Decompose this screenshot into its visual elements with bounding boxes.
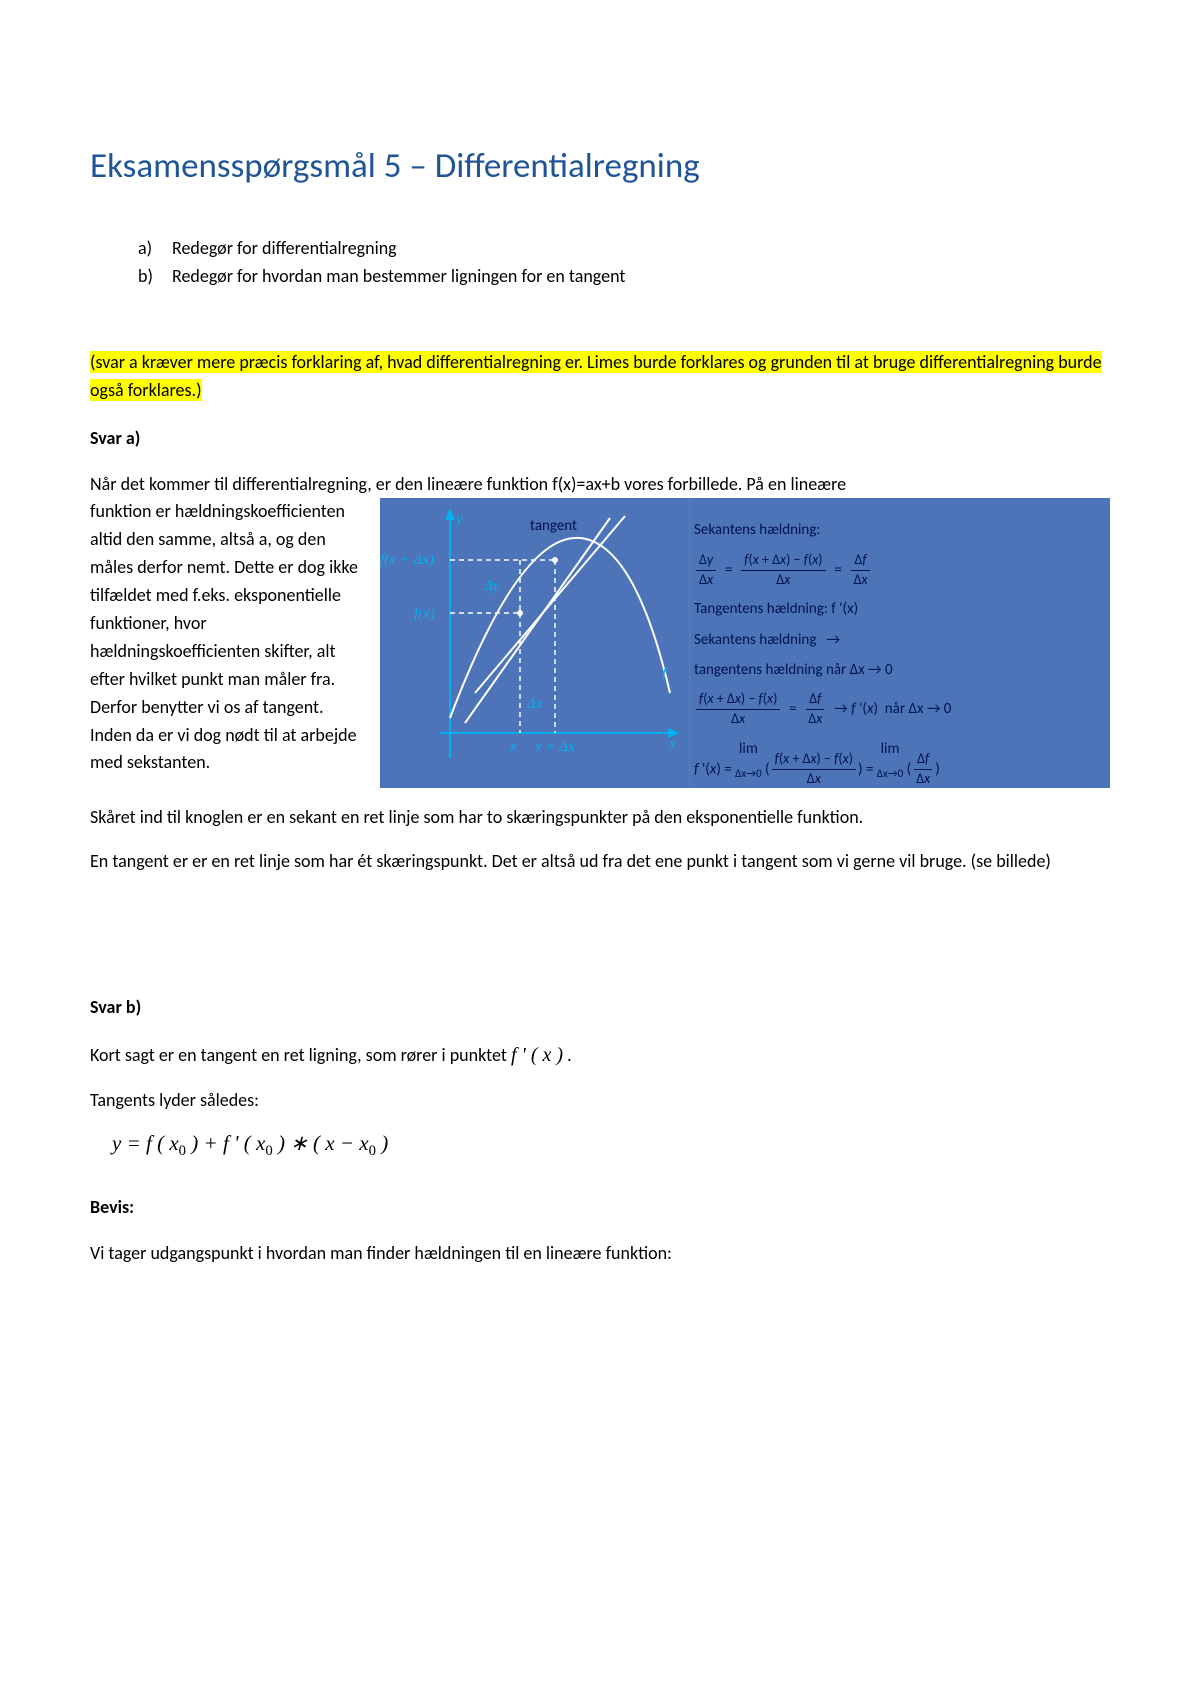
svar-b-p1: Kort sagt er en tangent en ret ligning, … — [90, 1040, 1110, 1071]
svar-b-p1-post: . — [567, 1044, 572, 1066]
svar-a-after-2: En tangent er er en ret linje som har ét… — [90, 848, 1110, 876]
question-b: b) Redegør for hvordan man bestemmer lig… — [138, 263, 1110, 291]
highlight-note: (svar a kræver mere præcis forklaring af… — [90, 349, 1110, 405]
question-b-text: Redegør for hvordan man bestemmer lignin… — [172, 263, 625, 291]
diagram-svg: y x f(x + Δx) f(x) Δy Δx x x + Δx f tang… — [380, 498, 690, 788]
label-x0: x — [509, 739, 517, 755]
svar-b-heading: Svar b) — [90, 996, 1110, 1018]
label-tangent: tangent — [530, 517, 577, 535]
svar-b-p2: Tangents lyder således: — [90, 1087, 1110, 1115]
rp-sec-to: Sekantens hældning → — [694, 630, 1100, 650]
question-list: a) Redegør for differentialregning b) Re… — [138, 235, 1110, 291]
rp-when: når Δx → 0 — [885, 700, 952, 718]
rp-sec-to-a: Sekantens hældning — [694, 631, 816, 649]
question-a-marker: a) — [138, 235, 172, 263]
svar-a-lead: Når det kommer til differentialregning, … — [90, 471, 1110, 499]
tangent-secant-diagram: y x f(x + Δx) f(x) Δy Δx x x + Δx f tang… — [380, 498, 1110, 788]
highlight-text: (svar a kræver mere præcis forklaring af… — [90, 351, 1102, 401]
rp-sec-to-b: tangentens hældning når Δx → 0 — [694, 660, 1100, 680]
rp-limit-2: f '(x) = limΔx→0 (f(x + Δx) − f(x)Δx) = … — [694, 739, 1100, 788]
diagram-graph-panel: y x f(x + Δx) f(x) Δy Δx x x + Δx f tang… — [380, 498, 690, 788]
label-dx: Δx — [526, 696, 543, 712]
question-a: a) Redegør for differentialregning — [138, 235, 1110, 263]
svar-a-wrap-section: y x f(x + Δx) f(x) Δy Δx x x + Δx f tang… — [90, 498, 1110, 788]
label-fxdx: f(x + Δx) — [380, 552, 434, 568]
svar-b-block: Svar b) Kort sagt er en tangent en ret l… — [90, 996, 1110, 1268]
svar-b-p1-pre: Kort sagt er en tangent en ret ligning, … — [90, 1044, 511, 1066]
bevis-heading: Bevis: — [90, 1196, 1110, 1218]
axis-x-label: x — [668, 736, 676, 752]
rp-sekant-formula: ΔyΔx = f(x + Δx) − f(x)Δx = ΔfΔx — [694, 551, 1100, 590]
svar-b-p1-math: f ' ( x ) — [511, 1044, 563, 1066]
bevis-p: Vi tager udgangspunkt i hvordan man find… — [90, 1240, 1110, 1268]
svar-a-heading: Svar a) — [90, 427, 1110, 449]
label-x1: x + Δx — [534, 739, 575, 755]
question-a-text: Redegør for differentialregning — [172, 235, 397, 263]
diagram-formula-panel: Sekantens hældning: ΔyΔx = f(x + Δx) − f… — [690, 498, 1110, 788]
document-page: Eksamensspørgsmål 5 – Differentialregnin… — [0, 0, 1200, 1268]
rp-limit-1: f(x + Δx) − f(x)Δx = ΔfΔx → f '(x) når Δ… — [694, 690, 1100, 729]
question-b-marker: b) — [138, 263, 172, 291]
page-title: Eksamensspørgsmål 5 – Differentialregnin… — [90, 145, 1110, 187]
label-fx: f(x) — [414, 606, 435, 622]
axis-y-label: y — [454, 511, 463, 527]
rp-tangent-head: Tangentens hældning: f '(x) — [694, 599, 1100, 619]
label-dy: Δy — [483, 578, 500, 594]
svar-a-after-1: Skåret ind til knoglen er en sekant en r… — [90, 804, 1110, 832]
rp-sekant-head: Sekantens hældning: — [694, 520, 1100, 540]
tangent-equation: y = f ( x0 ) + f ' ( x0 ) ∗ ( x − x0 ) — [112, 1131, 1110, 1160]
